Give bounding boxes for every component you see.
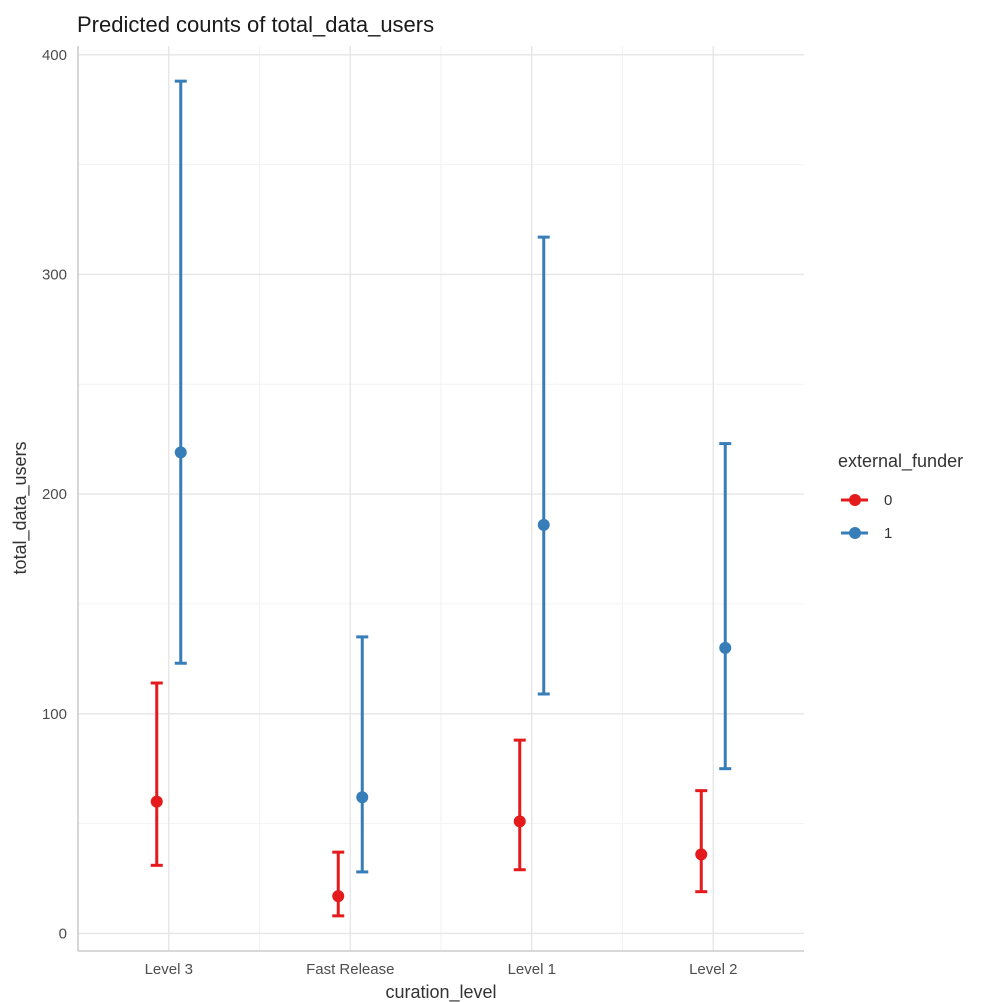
- axes: [77, 46, 804, 952]
- y-tick-label: 300: [42, 266, 67, 283]
- errorbar-0-2: [513, 738, 526, 872]
- data-point: [537, 518, 550, 531]
- y-tick-label: 200: [42, 486, 67, 503]
- legend-label: 1: [884, 525, 892, 542]
- data-point: [695, 848, 708, 861]
- x-axis-title: curation_level: [385, 982, 496, 1002]
- legend: external_funder 0 1: [838, 451, 963, 542]
- legend-title: external_funder: [838, 451, 963, 472]
- errorbar-1-3: [719, 442, 732, 771]
- data-point: [174, 446, 187, 459]
- legend-label: 0: [884, 492, 892, 509]
- legend-key-point: [849, 527, 861, 539]
- data-point: [150, 795, 163, 808]
- y-axis-title: total_data_users: [10, 441, 31, 574]
- grid: [78, 46, 804, 951]
- errorbar-1-1: [356, 635, 369, 874]
- data-point: [356, 791, 369, 804]
- errorbar-1-2: [537, 235, 550, 696]
- tick-labels: 0 100 200 300 400 Level 3 Fast Release Level 1 L…: [42, 47, 737, 978]
- data-point: [332, 890, 345, 903]
- x-tick-label: Fast Release: [306, 961, 394, 978]
- errorbar-0-3: [695, 789, 708, 894]
- legend-key-point: [849, 494, 861, 506]
- x-tick-label: Level 3: [145, 961, 193, 978]
- errorbar-0-1: [332, 850, 345, 918]
- x-tick-label: Level 2: [689, 961, 737, 978]
- errorbar-0-0: [150, 681, 163, 867]
- marks: [150, 79, 732, 918]
- errorbar-1-0: [174, 79, 187, 665]
- data-point: [513, 815, 526, 828]
- y-tick-label: 0: [59, 925, 67, 942]
- x-tick-label: Level 1: [508, 961, 556, 978]
- y-tick-label: 100: [42, 706, 67, 723]
- y-tick-label: 400: [42, 47, 67, 64]
- chart-title: Predicted counts of total_data_users: [77, 12, 434, 37]
- data-point: [719, 641, 732, 654]
